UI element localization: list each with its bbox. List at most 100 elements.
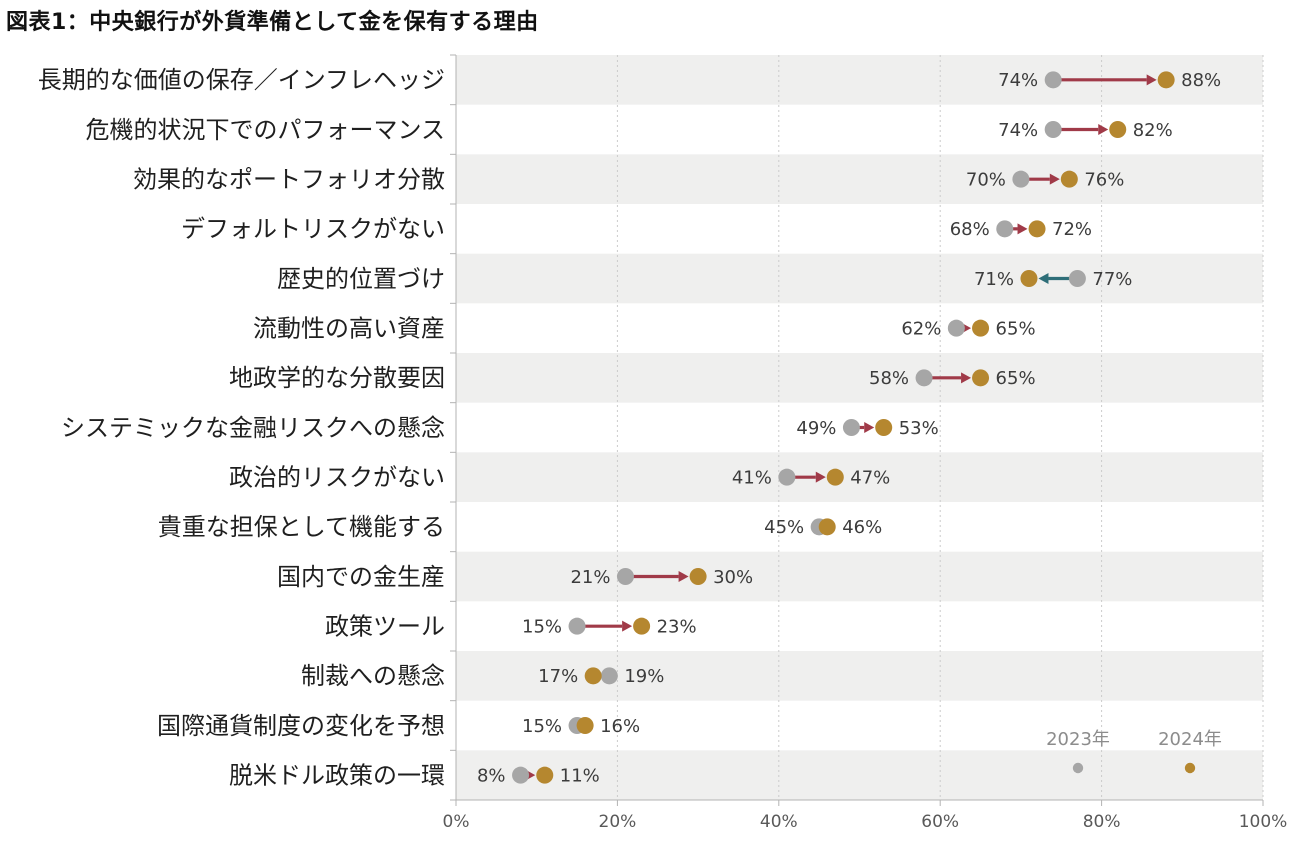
category-label: 貴重な担保として機能する [158,513,445,541]
value-label-left: 62% [901,318,941,339]
dot-2024 [1028,220,1046,238]
legend-dot [1184,762,1196,774]
value-label-left: 8% [477,765,506,786]
dot-2024 [972,319,990,337]
value-label-left: 21% [570,567,610,588]
category-label: システミックな金融リスクへの懸念 [61,414,445,442]
value-label-right: 77% [1092,269,1132,290]
category-label: 長期的な価値の保存／インフレヘッジ [38,66,445,94]
dot-2023 [1068,270,1086,287]
dot-2023 [778,468,796,486]
trend-arrowhead [678,571,689,582]
dot-2024 [633,617,651,635]
row-stripe [456,353,1263,403]
dot-2024 [826,468,844,486]
value-label-left: 68% [950,219,990,240]
x-tick-label: 100% [1239,812,1288,832]
category-label: 政策ツール [325,613,445,641]
trend-arrowhead [1017,223,1028,235]
value-label-left: 49% [796,418,836,439]
category-label: 効果的なポートフォリオ分散 [133,166,445,194]
legend-label: 2024年 [1158,729,1222,750]
dot-2023 [996,220,1014,238]
dot-2024 [536,766,554,784]
dot-2023 [512,766,530,784]
value-label-right: 76% [1084,169,1124,190]
value-label-right: 53% [899,418,939,439]
trend-arrowhead [1098,124,1109,135]
value-label-left: 41% [732,467,772,488]
dot-2024 [818,518,836,536]
dot-2023 [1012,170,1030,188]
category-label: 歴史的位置づけ [277,265,445,293]
trend-arrowhead [622,620,633,632]
category-label: 政治的リスクがない [229,464,445,492]
category-label: 危機的状況下でのパフォーマンス [85,116,445,144]
value-label-left: 45% [764,517,804,538]
value-label-right: 65% [996,368,1036,389]
x-tick-label: 40% [760,812,798,832]
value-label-left: 74% [998,70,1038,91]
value-label-right: 16% [600,716,640,737]
value-label-right: 72% [1052,219,1092,240]
legend-dot [1072,762,1084,774]
dot-2023 [947,319,965,337]
legend-label: 2023年 [1046,729,1110,750]
dot-2023 [842,419,860,436]
row-stripe [456,253,1263,304]
trend-arrowhead [864,422,875,433]
value-label-left: 15% [522,716,562,737]
value-label-right: 88% [1181,70,1221,91]
value-label-right: 11% [560,765,600,786]
dot-2023 [616,568,634,585]
value-label-right: 30% [713,567,753,588]
value-label-left: 17% [538,666,578,687]
row-stripe [456,750,1263,800]
value-label-right: 23% [657,616,697,637]
trend-arrowhead [1049,173,1060,185]
value-label-left: 71% [974,269,1014,290]
dot-2024 [875,419,893,436]
category-label: 制裁への懸念 [301,662,445,690]
trend-arrowhead [1146,74,1157,86]
dot-2024 [689,568,707,585]
x-tick-label: 80% [1083,812,1121,832]
value-label-left: 70% [966,169,1006,190]
value-label-left: 74% [998,120,1038,141]
category-label: 地政学的な分散要因 [229,364,445,392]
value-label-left: 58% [869,368,909,389]
value-label-right: 82% [1133,120,1173,141]
x-tick-label: 20% [599,812,637,832]
dot-2024 [1020,270,1038,287]
dot-2024 [1157,71,1175,89]
dot-2023 [915,369,933,387]
category-label: 流動性の高い資産 [253,315,445,343]
dot-2023 [1044,121,1062,138]
row-stripe [456,154,1263,204]
dot-2023 [600,667,618,685]
dot-2024 [972,369,990,387]
dot-2023 [568,617,586,635]
dot-2024 [576,717,594,734]
trend-arrowhead [815,471,826,483]
row-stripe [456,452,1263,502]
dot-2024 [1109,121,1127,138]
x-tick-label: 60% [921,812,959,832]
value-label-left: 15% [522,616,562,637]
category-label: 脱米ドル政策の一環 [229,762,445,790]
dot-2024 [1060,170,1078,188]
value-label-right: 19% [624,666,664,687]
dot-2024 [584,667,602,685]
chart-title: 図表1：中央銀行が外貨準備として金を保有する理由 [6,10,539,35]
value-label-right: 65% [996,318,1036,339]
category-label: 国際通貨制度の変化を予想 [157,712,445,740]
x-tick-label: 0% [443,812,470,832]
value-label-right: 46% [842,517,882,538]
dot-2023 [1044,71,1062,89]
category-label: デフォルトリスクがない [181,215,445,243]
value-label-right: 47% [850,467,890,488]
row-stripe [456,551,1263,602]
category-label: 国内での金生産 [277,563,445,591]
trend-arrowhead [961,372,972,384]
